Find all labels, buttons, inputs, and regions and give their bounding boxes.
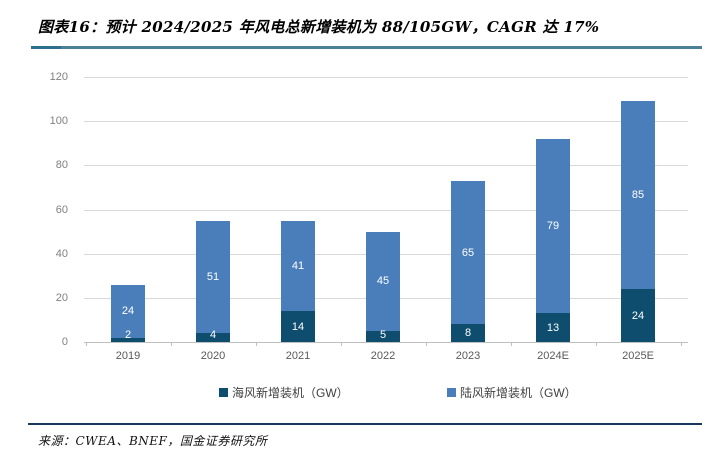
bar-value-label-onshore: 65	[461, 246, 475, 259]
bar-segment-onshore	[621, 101, 655, 289]
offshore-series-swatch	[219, 387, 228, 397]
title-rule	[31, 46, 702, 49]
bar-segment-offshore	[451, 324, 485, 342]
x-axis-category-label: 2020	[200, 350, 226, 362]
bar-segment-offshore	[196, 333, 230, 342]
x-axis-category-label: 2021	[285, 350, 311, 362]
bar-value-label-onshore: 51	[206, 270, 220, 283]
y-axis-tick-label: 0	[61, 336, 68, 348]
title-rule-accent	[31, 46, 61, 49]
y-axis-tick-label: 40	[55, 247, 68, 260]
legend-item-offshore-wind: 海风新增装机（GW）	[219, 384, 349, 400]
source-note: 来源：CWEA、BNEF，国金证券研究所	[38, 434, 268, 448]
bar-segment-onshore	[196, 220, 230, 334]
x-axis-category-label: 2022	[370, 350, 396, 362]
bar-segment-offshore	[621, 289, 655, 342]
y-gridline	[84, 121, 688, 123]
bar-value-label-onshore: 85	[631, 189, 645, 202]
x-axis-tick	[255, 342, 257, 346]
bar-value-label-offshore: 5	[379, 329, 387, 341]
bar-segment-offshore	[281, 311, 315, 342]
bar-value-label-onshore: 79	[546, 220, 560, 233]
x-axis-category-label: 2023	[455, 350, 481, 362]
x-axis-tick	[85, 342, 87, 346]
x-axis-tick	[595, 342, 597, 346]
bar-segment-onshore	[536, 138, 570, 314]
x-axis-tick	[425, 342, 427, 346]
onshore-series-swatch	[447, 387, 456, 397]
bar-segment-onshore	[366, 231, 400, 331]
footer-rule	[28, 423, 702, 425]
bar-segment-onshore	[111, 284, 145, 338]
bar-value-label-offshore: 8	[464, 327, 472, 340]
wind-installations-stacked-bar-chart: 0 20 40 60 80 100 120 2 24 2019 4 51 2020 14 41 2021 5 45…	[49, 71, 688, 362]
bar-value-label-offshore: 4	[209, 329, 217, 341]
chart-legend: 海风新增装机（GW） 陆风新增装机（GW）	[0, 384, 702, 400]
x-axis-tick	[680, 342, 682, 346]
y-axis-tick-label: 120	[49, 71, 68, 83]
x-axis-tick	[510, 342, 512, 346]
bar-value-label-offshore: 24	[631, 309, 645, 322]
y-axis-tick-label: 80	[55, 159, 68, 172]
y-axis-tick-label: 60	[55, 203, 68, 216]
bar-segment-offshore	[536, 313, 570, 342]
y-gridline	[84, 165, 688, 167]
x-axis-category-label: 2024E	[537, 350, 569, 362]
y-axis-tick-label: 20	[55, 291, 68, 304]
y-axis-tick-label: 100	[49, 115, 68, 128]
bar-segment-onshore	[451, 180, 485, 325]
bar-value-label-offshore: 13	[546, 321, 560, 334]
bar-value-label-onshore: 24	[121, 305, 135, 318]
x-axis-category-label: 2025E	[622, 350, 654, 362]
y-gridline	[84, 209, 688, 211]
legend-label-offshore-wind: 海风新增装机（GW）	[232, 385, 349, 400]
y-gridline	[84, 77, 688, 78]
legend-label-onshore-wind: 陆风新增装机（GW）	[460, 385, 577, 400]
bar-segment-onshore	[281, 220, 315, 312]
x-axis-line	[84, 342, 688, 343]
figure-title: 图表16：预计 2024/2025 年风电总新增装机为 88/105GW，CAG…	[38, 18, 600, 36]
bar-value-label-offshore: 2	[124, 329, 132, 341]
bar-segment-offshore	[111, 337, 145, 342]
x-axis-tick	[340, 342, 342, 346]
bar-value-label-onshore: 41	[291, 259, 305, 272]
bar-segment-offshore	[366, 330, 400, 342]
x-axis-tick	[170, 342, 172, 346]
legend-item-onshore-wind: 陆风新增装机（GW）	[447, 384, 577, 400]
bar-value-label-offshore: 14	[291, 320, 305, 333]
bar-value-label-onshore: 45	[376, 275, 390, 288]
x-axis-category-label: 2019	[115, 350, 141, 362]
